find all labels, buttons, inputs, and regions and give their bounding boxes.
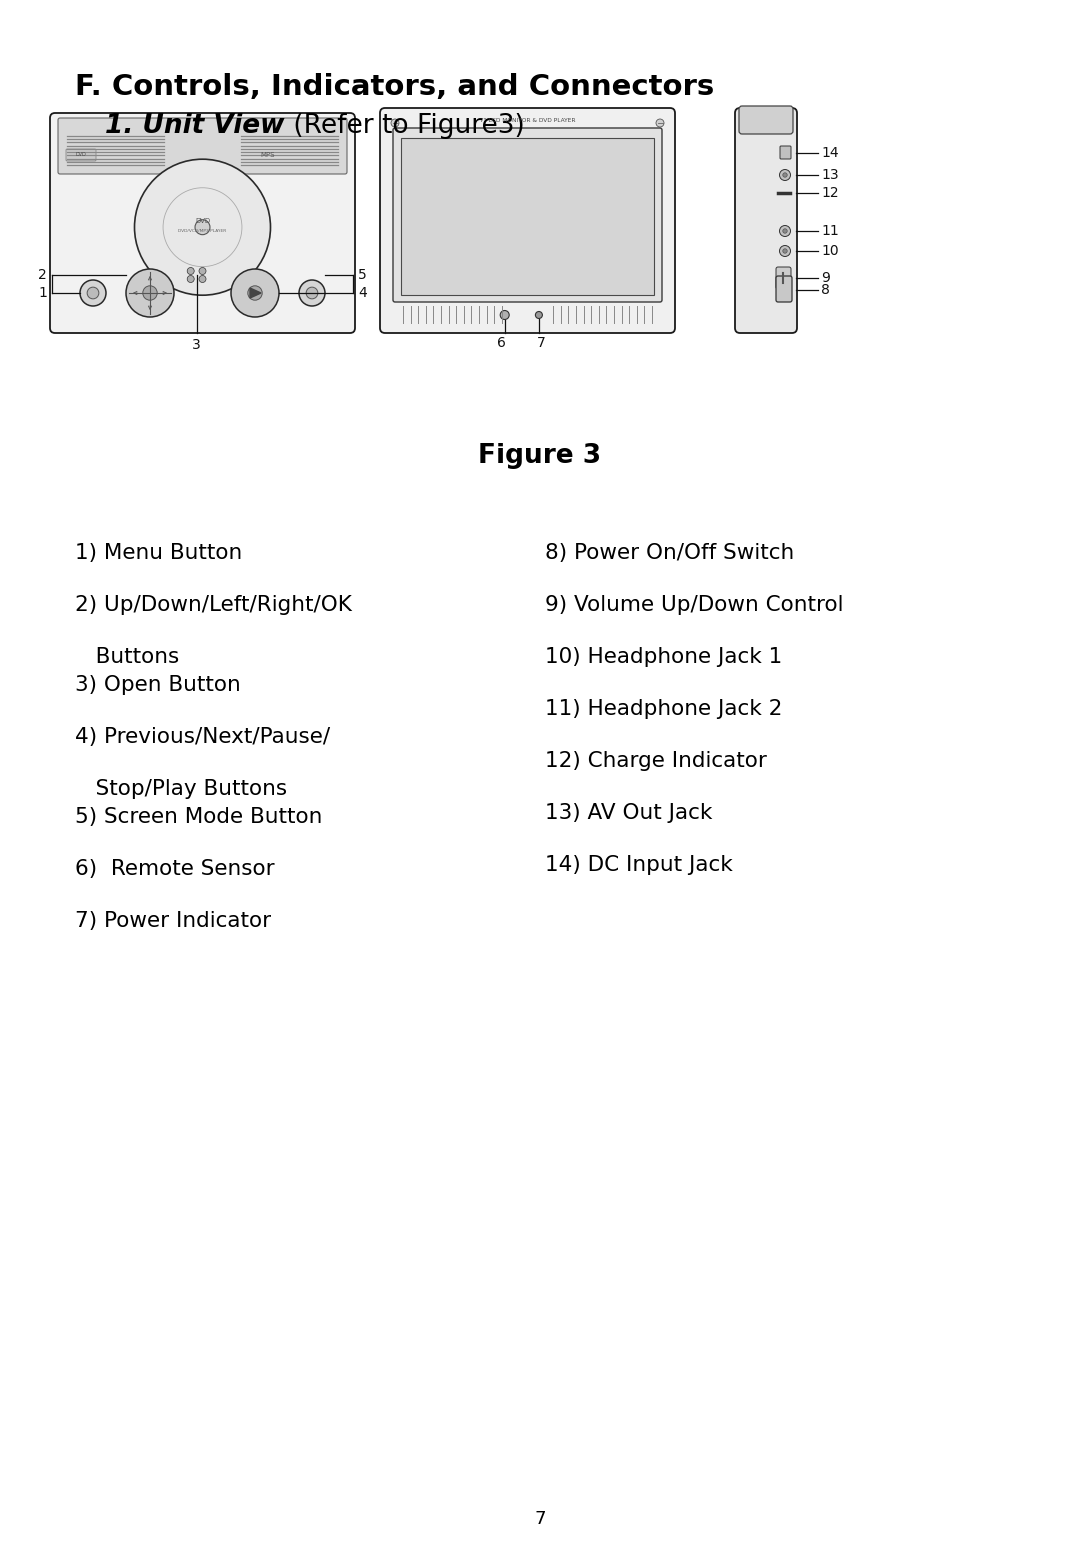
Circle shape xyxy=(780,225,791,236)
Circle shape xyxy=(656,119,664,127)
Text: 12) Charge Indicator: 12) Charge Indicator xyxy=(545,750,767,771)
Text: 6)  Remote Sensor: 6) Remote Sensor xyxy=(75,860,274,878)
Text: 1) Menu Button: 1) Menu Button xyxy=(75,542,242,563)
Circle shape xyxy=(391,119,399,127)
Circle shape xyxy=(87,288,99,299)
Circle shape xyxy=(783,228,787,233)
Circle shape xyxy=(299,280,325,306)
Text: 8) Power On/Off Switch: 8) Power On/Off Switch xyxy=(545,542,794,563)
Text: 1: 1 xyxy=(38,286,48,300)
Text: 7: 7 xyxy=(537,336,545,350)
Text: 12: 12 xyxy=(821,186,839,200)
Text: 4) Previous/Next/Pause/: 4) Previous/Next/Pause/ xyxy=(75,727,330,747)
Circle shape xyxy=(783,249,787,253)
Circle shape xyxy=(126,269,174,317)
Text: 5) Screen Mode Button: 5) Screen Mode Button xyxy=(75,807,322,827)
Circle shape xyxy=(143,286,158,300)
Text: 7) Power Indicator: 7) Power Indicator xyxy=(75,911,271,932)
Text: 3: 3 xyxy=(192,338,201,352)
FancyBboxPatch shape xyxy=(58,117,347,173)
Text: DVD/VCD/MP3 PLAYER: DVD/VCD/MP3 PLAYER xyxy=(178,230,227,233)
FancyBboxPatch shape xyxy=(50,113,355,333)
Circle shape xyxy=(80,280,106,306)
Circle shape xyxy=(187,275,194,283)
Text: Figure 3: Figure 3 xyxy=(478,442,602,469)
FancyBboxPatch shape xyxy=(777,267,791,289)
Text: Stop/Play Buttons: Stop/Play Buttons xyxy=(75,778,287,799)
FancyBboxPatch shape xyxy=(739,106,793,134)
Text: 14) DC Input Jack: 14) DC Input Jack xyxy=(545,855,732,875)
Circle shape xyxy=(199,275,206,283)
Text: 10) Headphone Jack 1: 10) Headphone Jack 1 xyxy=(545,647,782,667)
Text: DVD: DVD xyxy=(76,153,86,158)
Circle shape xyxy=(500,311,509,319)
Circle shape xyxy=(199,267,206,275)
Text: 5: 5 xyxy=(357,267,367,281)
Text: 7" LCD MONITOR & DVD PLAYER: 7" LCD MONITOR & DVD PLAYER xyxy=(480,119,576,123)
Circle shape xyxy=(195,220,210,234)
Circle shape xyxy=(780,245,791,256)
Text: (Refer to Figure3): (Refer to Figure3) xyxy=(285,113,525,139)
Text: 7: 7 xyxy=(535,1510,545,1529)
Text: 1. Unit View: 1. Unit View xyxy=(105,113,284,139)
Text: 11) Headphone Jack 2: 11) Headphone Jack 2 xyxy=(545,699,782,719)
Circle shape xyxy=(231,269,279,317)
Text: Buttons: Buttons xyxy=(75,647,179,667)
Text: 9) Volume Up/Down Control: 9) Volume Up/Down Control xyxy=(545,596,843,614)
Circle shape xyxy=(783,173,787,177)
Polygon shape xyxy=(249,288,261,299)
FancyBboxPatch shape xyxy=(66,148,96,161)
Text: 8: 8 xyxy=(821,283,829,297)
Circle shape xyxy=(247,286,262,300)
Circle shape xyxy=(306,288,318,299)
Circle shape xyxy=(780,169,791,180)
FancyBboxPatch shape xyxy=(780,145,791,159)
Text: DVD: DVD xyxy=(194,219,211,224)
Text: 3) Open Button: 3) Open Button xyxy=(75,675,241,696)
Circle shape xyxy=(536,311,542,319)
Circle shape xyxy=(135,159,270,295)
Text: 4: 4 xyxy=(357,286,367,300)
Text: 2: 2 xyxy=(38,267,48,281)
Text: F. Controls, Indicators, and Connectors: F. Controls, Indicators, and Connectors xyxy=(75,73,714,102)
Text: MPS: MPS xyxy=(260,152,274,158)
Circle shape xyxy=(187,267,194,275)
FancyBboxPatch shape xyxy=(393,128,662,302)
Text: 10: 10 xyxy=(821,244,839,258)
Text: 14: 14 xyxy=(821,145,839,159)
Text: 9: 9 xyxy=(821,270,829,284)
Text: 11: 11 xyxy=(821,224,839,238)
FancyBboxPatch shape xyxy=(777,277,792,302)
Text: 2) Up/Down/Left/Right/OK: 2) Up/Down/Left/Right/OK xyxy=(75,596,352,614)
Text: 13: 13 xyxy=(821,167,839,181)
FancyBboxPatch shape xyxy=(401,138,654,295)
FancyBboxPatch shape xyxy=(380,108,675,333)
Text: 6: 6 xyxy=(497,336,507,350)
FancyBboxPatch shape xyxy=(735,108,797,333)
Text: 13) AV Out Jack: 13) AV Out Jack xyxy=(545,803,713,824)
